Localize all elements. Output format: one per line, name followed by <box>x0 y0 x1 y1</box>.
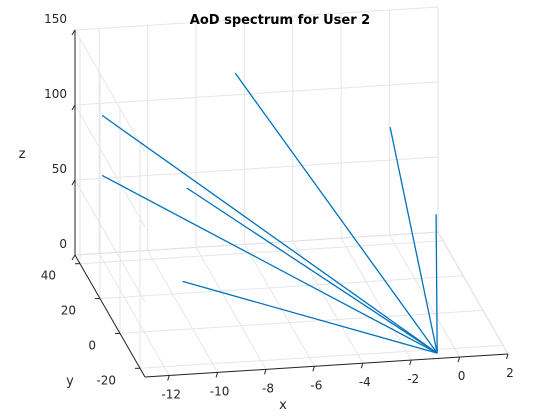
chart-title: AoD spectrum for User 2 <box>190 13 370 28</box>
z-tick-mark <box>71 29 76 36</box>
grid-line <box>243 244 315 367</box>
z-tick-label: 50 <box>52 162 67 176</box>
z-tick-label: 150 <box>44 12 67 26</box>
grid-line <box>147 250 219 373</box>
x-tick-label: -2 <box>407 372 419 386</box>
z-axis-label: z <box>19 147 26 162</box>
grid-line <box>79 240 444 265</box>
grid-line <box>74 6 439 31</box>
z-tick-label: 100 <box>44 87 67 101</box>
x-tick-mark <box>457 356 461 363</box>
box-edge <box>437 231 509 355</box>
grid-line <box>74 156 439 181</box>
x-tick-label: -6 <box>310 378 322 392</box>
x-tick-mark <box>312 366 315 372</box>
z-tick-mark <box>71 254 76 261</box>
x-tick-label: -8 <box>262 381 274 395</box>
grid-line <box>119 309 484 334</box>
grid-lines <box>74 6 509 378</box>
spectrum-line <box>101 174 438 354</box>
grid-line <box>98 253 170 376</box>
grid-line <box>74 29 146 153</box>
y-tick-label: 40 <box>41 269 56 283</box>
grid-line <box>195 247 267 370</box>
spectrum-line <box>182 280 438 354</box>
spectrum-line <box>234 72 438 354</box>
z-tick-label: 0 <box>59 237 67 251</box>
x-tick-mark <box>506 353 509 360</box>
grid-line <box>74 179 146 303</box>
y-axis-line <box>74 254 146 378</box>
grid-line <box>139 344 504 369</box>
x-tick-mark <box>215 372 219 378</box>
x-tick-label: -4 <box>359 375 371 389</box>
x-tick-mark <box>409 359 412 366</box>
grid-line <box>99 275 464 300</box>
x-tick-mark <box>167 375 170 381</box>
x-tick-mark <box>264 369 267 375</box>
spectrum-line <box>186 187 438 354</box>
spectrum-line <box>389 126 438 354</box>
grid-line <box>292 240 364 364</box>
x-tick-label: 0 <box>458 369 466 383</box>
y-tick-label: -20 <box>96 373 116 387</box>
spectrum-line <box>101 114 438 354</box>
x-axis-label: x <box>279 398 287 413</box>
series-group <box>101 72 438 354</box>
y-tick-label: 0 <box>88 338 96 352</box>
y-axis-label: y <box>66 374 74 389</box>
x-tick-label: -12 <box>161 388 181 402</box>
x-tick-mark <box>360 363 364 369</box>
x-axis-line <box>144 353 509 378</box>
grid-line <box>340 237 412 361</box>
y-tick-label: 20 <box>61 304 76 318</box>
axes-box <box>71 7 509 381</box>
z-tick-mark <box>71 104 76 111</box>
z-tick-mark <box>71 179 76 186</box>
grid-line <box>74 81 439 106</box>
spectrum-line <box>435 214 438 354</box>
grid-line <box>389 234 461 358</box>
x-tick-label: 2 <box>506 366 514 380</box>
x-tick-label: -10 <box>210 384 230 398</box>
box-edge <box>74 231 439 256</box>
grid-line <box>74 104 146 228</box>
